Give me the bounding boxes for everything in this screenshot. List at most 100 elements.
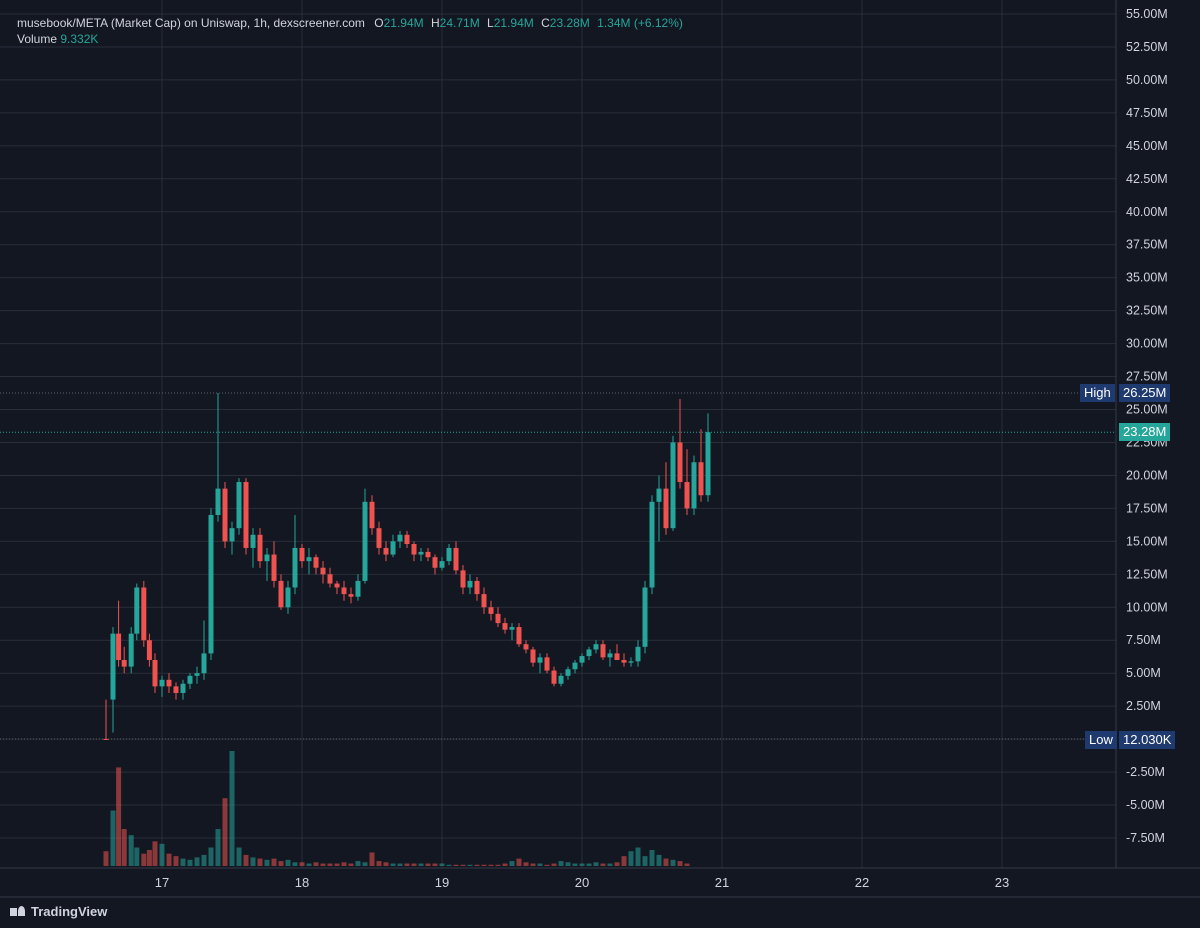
volume-bar	[509, 861, 515, 866]
volume-bar	[271, 858, 277, 866]
volume-bar	[146, 849, 152, 866]
candle-body	[663, 488, 669, 529]
y-tick-label: 27.50M	[1126, 370, 1168, 384]
candle-body	[159, 679, 165, 687]
chart-legend: musebook/META (Market Cap) on Uniswap, 1…	[17, 15, 687, 47]
candle-body	[257, 534, 263, 562]
tradingview-brand[interactable]: TradingView	[10, 904, 107, 919]
candle-body	[390, 541, 396, 555]
volume-bar	[523, 862, 529, 866]
brand-name: TradingView	[31, 904, 108, 919]
candle-body	[166, 679, 172, 687]
y-tick-label: 7.50M	[1126, 633, 1161, 647]
candle-body	[229, 528, 235, 542]
volume-bar	[495, 864, 501, 866]
volume-bar	[299, 862, 305, 866]
volume-bar	[474, 864, 480, 866]
y-tick-label: 40.00M	[1126, 205, 1168, 219]
y-tick-label: 32.50M	[1126, 304, 1168, 318]
volume-bar	[663, 858, 669, 866]
candle-body	[128, 633, 134, 667]
y-tick-label: 15.00M	[1126, 534, 1168, 548]
y-tick-label: 2.50M	[1126, 699, 1161, 713]
volume-bar	[439, 863, 445, 866]
candle-body	[250, 534, 256, 548]
y-tick-label: 47.50M	[1126, 106, 1168, 120]
volume-bar	[537, 863, 543, 866]
candle-body	[593, 644, 599, 650]
candle-body	[404, 534, 410, 544]
volume-bar	[621, 856, 627, 866]
volume-bar	[656, 854, 662, 866]
volume-bar	[586, 863, 592, 866]
candle-body	[146, 640, 152, 661]
y-tick-label: 35.00M	[1126, 271, 1168, 285]
volume-bar	[348, 863, 354, 866]
volume-bar	[453, 864, 459, 866]
x-tick-label: 17	[155, 875, 169, 890]
volume-bar	[152, 841, 158, 866]
last-price-tag: 23.28M	[1119, 423, 1171, 441]
y-tick-label: 42.50M	[1126, 172, 1168, 186]
candle-body	[600, 644, 606, 658]
candle-body	[698, 462, 704, 496]
candle-body	[355, 580, 361, 597]
volume-bar	[201, 854, 207, 866]
volume-bar	[128, 835, 134, 866]
volume-bar	[684, 863, 690, 866]
candle-body	[649, 501, 655, 588]
candle-body	[691, 462, 697, 509]
candle-body	[320, 567, 326, 575]
candle-body	[116, 633, 122, 661]
volume-bar	[677, 861, 683, 866]
close-label: C	[541, 16, 550, 30]
volume-bar	[467, 864, 473, 866]
candle-body	[187, 675, 193, 684]
volume-bar	[628, 851, 634, 866]
volume-bar	[502, 863, 508, 866]
candle-body	[327, 574, 333, 584]
volume-bar	[411, 863, 417, 866]
y-tick-label: 20.00M	[1126, 468, 1168, 482]
volume-bar	[250, 857, 256, 866]
low-value: 21.94M	[493, 16, 534, 30]
candle-body	[614, 653, 620, 661]
candle-body	[425, 551, 431, 558]
candle-body	[292, 547, 298, 588]
y-tick-label: 45.00M	[1126, 139, 1168, 153]
volume-bar	[670, 859, 676, 866]
volume-bar	[404, 863, 410, 866]
volume-bar	[600, 863, 606, 866]
high-label: H	[431, 16, 440, 30]
candle-body	[509, 627, 515, 630]
x-tick-label: 23	[995, 875, 1009, 890]
x-tick-label: 21	[715, 875, 729, 890]
volume-bar	[264, 859, 270, 866]
volume-bar	[215, 829, 221, 866]
candle-body	[215, 488, 221, 515]
high-marker-label: High	[1080, 384, 1115, 402]
candle-body	[530, 649, 536, 663]
volume-bar	[236, 847, 242, 866]
y-tick-label: 10.00M	[1126, 600, 1168, 614]
x-tick-label: 22	[855, 875, 869, 890]
volume-bar	[334, 863, 340, 866]
symbol-title: musebook/META (Market Cap) on Uniswap, 1…	[17, 16, 365, 30]
volume-bar	[516, 858, 522, 866]
low-label: L	[487, 16, 494, 30]
volume-bar	[327, 863, 333, 866]
candle-body	[628, 661, 634, 663]
volume-bar	[649, 849, 655, 866]
volume-bar	[141, 853, 147, 866]
volume-bar	[306, 863, 312, 866]
low-marker-label: Low	[1085, 731, 1117, 749]
candle-body	[558, 675, 564, 684]
candle-body	[635, 646, 641, 662]
candle-body	[523, 644, 529, 650]
candle-body	[236, 482, 242, 529]
candle-body	[446, 547, 452, 562]
y-tick-label: -7.50M	[1126, 831, 1165, 845]
candle-body	[516, 627, 522, 645]
candle-body	[411, 543, 417, 555]
